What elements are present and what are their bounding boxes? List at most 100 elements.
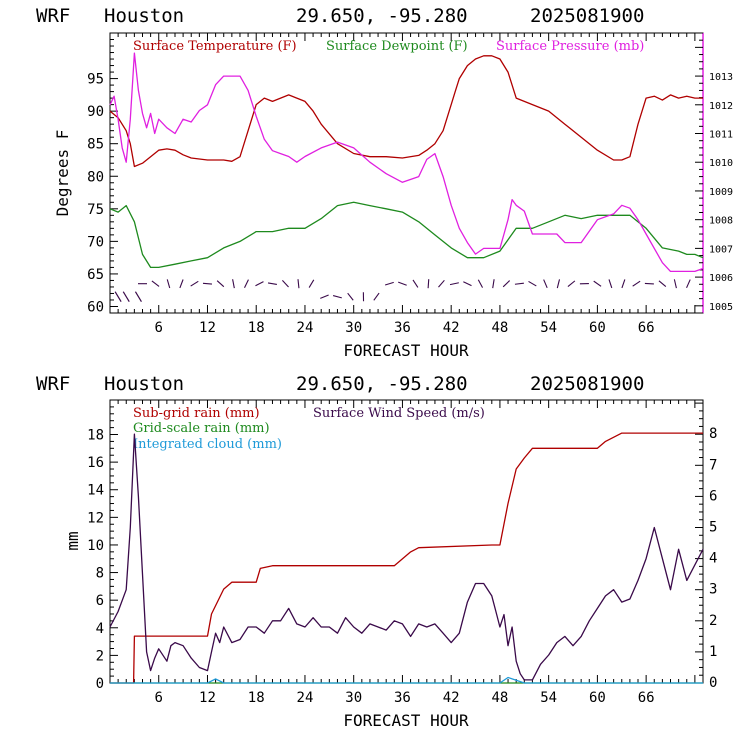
- wind-barb: [438, 279, 445, 288]
- top-header-city: Houston: [104, 5, 184, 27]
- wind-barb: [412, 279, 419, 288]
- wind-barb: [179, 279, 184, 289]
- top-y-ticks: 60 65 70 75 80 85 90 95: [87, 32, 118, 315]
- bottom-y-tick-label: 0: [96, 676, 104, 692]
- series-line-sub-grid-rain-mm: [110, 432, 703, 684]
- top-plot-frame: [109, 32, 704, 314]
- top-x-tick-label: 18: [248, 320, 265, 336]
- bottom-y-tick-label: 18: [87, 428, 104, 444]
- bottom-y2-tick-label: 3: [709, 582, 717, 598]
- wind-barb: [202, 282, 213, 285]
- top-y-tick-label: 85: [87, 137, 104, 153]
- bottom-y-tick-label: 16: [87, 455, 104, 471]
- wind-barb: [332, 295, 342, 299]
- bottom-y2-tick-label: 2: [709, 613, 717, 629]
- wind-barb: [502, 280, 511, 288]
- legend-surface-pressure: Surface Pressure (mb): [496, 39, 644, 54]
- series-line-integrated-cloud-mm: [110, 676, 703, 684]
- bottom-y2-tick-label: 7: [709, 457, 717, 473]
- bottom-y2-tick-label: 4: [709, 551, 717, 567]
- wind-barb: [673, 279, 677, 289]
- series-line-surface-pressure-mb: [109, 52, 704, 273]
- bottom-y-ticks: 0 2 4 6 8 10 12 14 16 18: [87, 399, 118, 692]
- wind-barb: [528, 280, 537, 287]
- bottom-y-tick-label: 8: [96, 566, 104, 582]
- wind-barb: [151, 280, 160, 287]
- wind-barb: [514, 282, 524, 285]
- wind-barb: [281, 280, 289, 288]
- top-y-tick-label: 70: [87, 234, 104, 250]
- wind-barb: [632, 280, 641, 287]
- bottom-y2-tick-label: 1: [709, 644, 717, 660]
- series-line-surface-dewpoint-f: [109, 201, 704, 269]
- wind-barb: [166, 279, 171, 289]
- legend-sub-grid-rain: Sub-grid rain (mm): [133, 406, 260, 421]
- bottom-y-tick-label: 14: [87, 483, 104, 499]
- wind-barb: [232, 279, 235, 289]
- top-y2-tick-label: 1012: [709, 101, 733, 112]
- wind-barb: [567, 280, 576, 287]
- bottom-y-tick-label: 6: [96, 593, 104, 609]
- top-y2-tick-label: 1007: [709, 244, 733, 255]
- top-y2-tick-label: 1011: [709, 130, 733, 141]
- wind-barbs-group: [114, 279, 691, 303]
- bottom-x-tick-label: 48: [491, 690, 508, 706]
- wind-barb: [658, 280, 667, 288]
- wind-barb: [373, 292, 380, 301]
- bottom-x-tick-label: 12: [199, 690, 216, 706]
- wind-barb: [244, 279, 249, 288]
- top-header-date: 2025081900: [530, 5, 644, 27]
- top-y-tick-label: 65: [87, 267, 104, 283]
- wind-barb: [216, 280, 225, 288]
- bottom-x-tick-label: 66: [638, 690, 655, 706]
- bottom-x-axis-label: FORECAST HOUR: [343, 711, 469, 730]
- top-x-ticks: 6 12 18 24 30 36 42 48 54 60 66: [117, 33, 696, 336]
- bottom-y-tick-label: 4: [96, 621, 104, 637]
- wind-barb: [492, 279, 495, 289]
- top-x-tick-label: 42: [443, 320, 460, 336]
- top-header: WRF Houston 29.650, -95.280 2025081900: [36, 5, 644, 27]
- top-y-tick-label: 80: [87, 169, 104, 185]
- top-x-axis-label: FORECAST HOUR: [343, 341, 469, 360]
- wind-barb: [308, 279, 315, 288]
- wind-barb: [593, 280, 602, 287]
- wind-barb: [190, 280, 199, 287]
- top-y-tick-label: 60: [87, 299, 104, 315]
- top-y2-tick-label: 1008: [709, 216, 733, 227]
- wind-barb: [398, 281, 407, 286]
- wind-barb: [297, 279, 300, 289]
- wind-barb: [320, 294, 329, 299]
- legend-integrated-cloud: Integrated cloud (mm): [133, 437, 282, 452]
- bottom-header-coords: 29.650, -95.280: [296, 373, 468, 395]
- bottom-y2-tick-label: 5: [709, 520, 717, 536]
- wind-barb: [449, 282, 459, 286]
- wind-barb: [114, 291, 122, 303]
- top-y2-tick-label: 1009: [709, 187, 733, 198]
- bottom-x-tick-label: 60: [589, 690, 606, 706]
- top-y-tick-label: 95: [87, 72, 104, 88]
- wind-barb: [255, 281, 264, 287]
- legend-surface-temperature: Surface Temperature (F): [133, 39, 297, 54]
- legend-grid-scale-rain: Grid-scale rain (mm): [133, 421, 270, 436]
- top-series-group: [109, 52, 704, 273]
- bottom-y2-tick-label: 6: [709, 488, 717, 504]
- bottom-y-tick-label: 12: [87, 510, 104, 526]
- bottom-series-group: [109, 432, 704, 684]
- bottom-y2-tick-label: 8: [709, 426, 717, 442]
- wind-barb: [267, 282, 277, 286]
- top-x-tick-label: 60: [589, 320, 606, 336]
- top-x-tick-label: 36: [394, 320, 411, 336]
- bottom-y-tick-label: 10: [87, 538, 104, 554]
- bottom-y2-ticks: 0 1 2 3 4 5 6 7 8: [695, 402, 717, 691]
- wind-barb: [134, 291, 142, 303]
- bottom-header-model: WRF: [36, 373, 70, 395]
- top-x-tick-label: 6: [155, 320, 163, 336]
- bottom-header-city: Houston: [104, 373, 184, 395]
- series-line-surface-temperature-f: [109, 55, 703, 168]
- wind-barb: [463, 281, 472, 287]
- bottom-x-tick-label: 36: [394, 690, 411, 706]
- top-y2-tick-label: 1005: [709, 302, 733, 313]
- legend-surface-dewpoint: Surface Dewpoint (F): [326, 39, 468, 54]
- top-header-model: WRF: [36, 5, 70, 27]
